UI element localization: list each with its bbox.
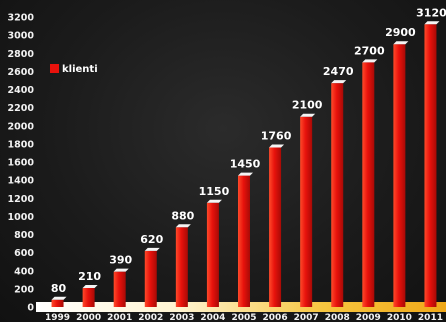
bar-cap (51, 296, 67, 300)
x-tick-label: 2008 (325, 313, 350, 322)
y-tick-label: 2200 (8, 103, 35, 114)
bar-cap (144, 247, 160, 251)
bar (300, 116, 313, 307)
y-tick-label: 200 (14, 284, 34, 295)
y-tick-label: 1400 (8, 176, 35, 187)
y-tick-label: 3200 (8, 13, 35, 24)
x-tick-label: 1999 (45, 313, 70, 322)
bar-cap (393, 41, 409, 45)
y-axis: 0 200 400 600 800 1000 1200 1400 1600 1800 2000 220… (8, 13, 35, 314)
bar-cap (175, 224, 191, 228)
y-tick-label: 2800 (8, 49, 35, 60)
bar (82, 287, 95, 307)
bar (362, 62, 375, 307)
y-tick-label: 1600 (8, 158, 35, 169)
bar (51, 299, 64, 307)
bar-cap (300, 113, 316, 117)
bars-group: 80 210 390 620 880 1150 1450 1760 2100 2470270029… (51, 6, 446, 307)
x-tick-label: 2010 (387, 313, 412, 322)
y-tick-label: 2400 (8, 85, 35, 96)
legend: klienti (50, 64, 98, 75)
x-tick-label: 2005 (231, 313, 256, 322)
x-tick-label: 2000 (76, 313, 101, 322)
y-tick-label: 800 (14, 230, 34, 241)
bar-cap (206, 199, 222, 203)
bar-cap (113, 268, 129, 272)
y-tick-label: 3000 (8, 31, 35, 42)
data-label: 3120 (416, 6, 446, 19)
y-tick-label: 600 (14, 248, 34, 259)
data-label: 2900 (385, 26, 416, 39)
bar (144, 250, 157, 307)
x-tick-label: 2003 (169, 313, 194, 322)
x-tick-label: 2006 (263, 313, 288, 322)
bar (238, 175, 250, 307)
data-label: 210 (78, 270, 101, 283)
y-tick-label: 2000 (8, 121, 35, 132)
x-tick-label: 2001 (107, 313, 132, 322)
data-label: 80 (51, 282, 67, 295)
bar-cap (238, 172, 253, 176)
data-label: 1450 (230, 158, 261, 171)
data-label: 1760 (261, 130, 292, 143)
x-tick-label: 2007 (294, 313, 319, 322)
bar (206, 202, 219, 307)
legend-label: klienti (62, 64, 98, 75)
y-tick-label: 1800 (8, 139, 35, 150)
data-label: 620 (140, 233, 163, 246)
data-label: 2470 (323, 65, 354, 78)
data-label: 2100 (292, 99, 323, 112)
y-tick-label: 1000 (8, 212, 35, 223)
bar (331, 83, 344, 307)
x-tick-label: 2011 (418, 313, 443, 322)
x-tick-label: 2009 (356, 313, 381, 322)
bar-cap (269, 144, 285, 148)
bar-cap (424, 21, 440, 25)
bar-cap (331, 80, 347, 84)
bar-cap (82, 284, 98, 288)
y-tick-label: 1200 (8, 194, 35, 205)
x-axis: 1999 2000 2001 2002 2003 2004 2005 2006 2007 2008… (45, 313, 443, 322)
y-tick-label: 2600 (8, 67, 35, 78)
bar (175, 227, 188, 307)
bar (393, 44, 406, 307)
x-tick-label: 2002 (138, 313, 163, 322)
y-tick-label: 0 (27, 303, 34, 314)
legend-swatch (50, 64, 59, 73)
bar-cap (362, 59, 378, 63)
data-label: 2700 (354, 44, 385, 57)
bar (269, 147, 282, 307)
data-label: 1150 (199, 185, 230, 198)
bar (113, 271, 126, 307)
data-label: 390 (109, 254, 132, 267)
bar (424, 24, 437, 307)
data-label: 880 (171, 209, 194, 222)
y-tick-label: 400 (14, 266, 34, 277)
x-tick-label: 2004 (200, 313, 225, 322)
